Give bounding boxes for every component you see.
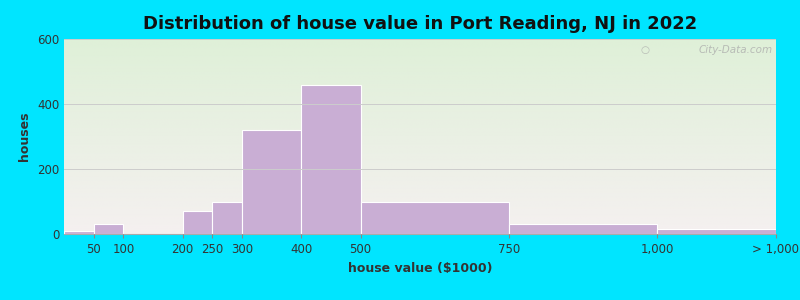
Text: ○: ○ <box>641 45 650 55</box>
Bar <box>509 224 658 234</box>
Bar <box>94 224 123 234</box>
Bar <box>361 202 509 234</box>
Bar <box>658 229 776 234</box>
Y-axis label: houses: houses <box>18 112 31 161</box>
X-axis label: house value ($1000): house value ($1000) <box>348 262 492 275</box>
Bar <box>64 231 94 234</box>
Bar <box>302 85 361 234</box>
Bar <box>182 211 212 234</box>
Bar <box>242 130 302 234</box>
Text: City-Data.com: City-Data.com <box>698 45 773 55</box>
Bar <box>212 202 242 234</box>
Title: Distribution of house value in Port Reading, NJ in 2022: Distribution of house value in Port Read… <box>143 15 697 33</box>
